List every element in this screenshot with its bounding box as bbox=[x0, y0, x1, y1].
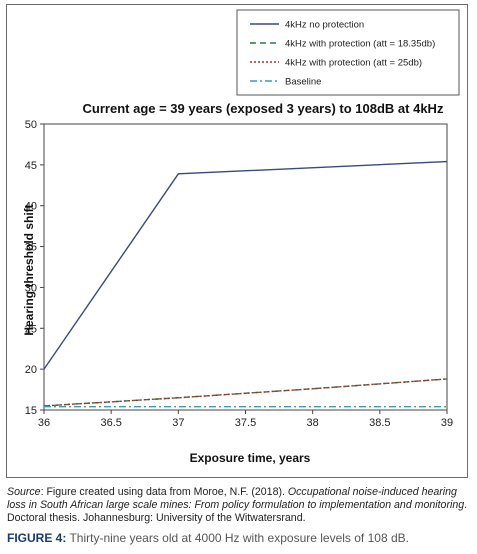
y-tick-label: 45 bbox=[25, 160, 37, 172]
y-axis-label: Hearing threshold shift bbox=[22, 204, 36, 335]
legend-label-4: Baseline bbox=[285, 77, 321, 88]
y-tick-label: 15 bbox=[25, 405, 37, 417]
y-tick-label: 35 bbox=[25, 242, 37, 254]
source-note: Source: Figure created using data from M… bbox=[7, 486, 469, 525]
y-tick-label: 30 bbox=[25, 282, 37, 294]
x-axis-label: Exposure time, years bbox=[190, 451, 311, 465]
legend: 4kHz no protection 4kHz with protection (… bbox=[236, 9, 460, 96]
chart: 4kHz no protection 4kHz with protection (… bbox=[22, 9, 460, 465]
x-tick-label: 38 bbox=[307, 417, 319, 429]
x-tick-label: 37.5 bbox=[235, 417, 256, 429]
series-line-1 bbox=[43, 160, 448, 370]
source-label: Source bbox=[7, 486, 41, 498]
legend-label-2: 4kHz with protection (att = 18.35db) bbox=[285, 39, 435, 50]
x-tick-label: 38.5 bbox=[369, 417, 390, 429]
x-tick-label: 37 bbox=[172, 417, 184, 429]
y-tick-label: 20 bbox=[25, 364, 37, 376]
x-tick-label: 36.5 bbox=[100, 417, 121, 429]
x-tick-label: 39 bbox=[441, 417, 453, 429]
figure-caption: FIGURE 4: Thirty-nine years old at 4000 … bbox=[7, 531, 473, 546]
series-line-3 bbox=[43, 378, 448, 407]
caption-text: Thirty-nine years old at 4000 Hz with ex… bbox=[66, 531, 409, 545]
y-tick-label: 25 bbox=[25, 323, 37, 335]
legend-label-1: 4kHz no protection bbox=[285, 20, 364, 31]
legend-label-3: 4kHz with protection (att = 25db) bbox=[285, 58, 422, 69]
source-suffix: . Doctoral thesis. Johannesburg: Univers… bbox=[7, 499, 468, 524]
y-tick-label: 50 bbox=[25, 119, 37, 131]
plot-area-border bbox=[43, 123, 448, 411]
chart-title: Current age = 39 years (exposed 3 years)… bbox=[83, 101, 444, 116]
source-title: Occupational noise-induced hearing loss … bbox=[7, 486, 465, 511]
x-tick-label: 36 bbox=[38, 417, 50, 429]
y-tick-label: 40 bbox=[25, 201, 37, 213]
caption-label: FIGURE 4: bbox=[7, 531, 67, 545]
source-prefix: : Figure created using data from Moroe, … bbox=[40, 486, 288, 498]
